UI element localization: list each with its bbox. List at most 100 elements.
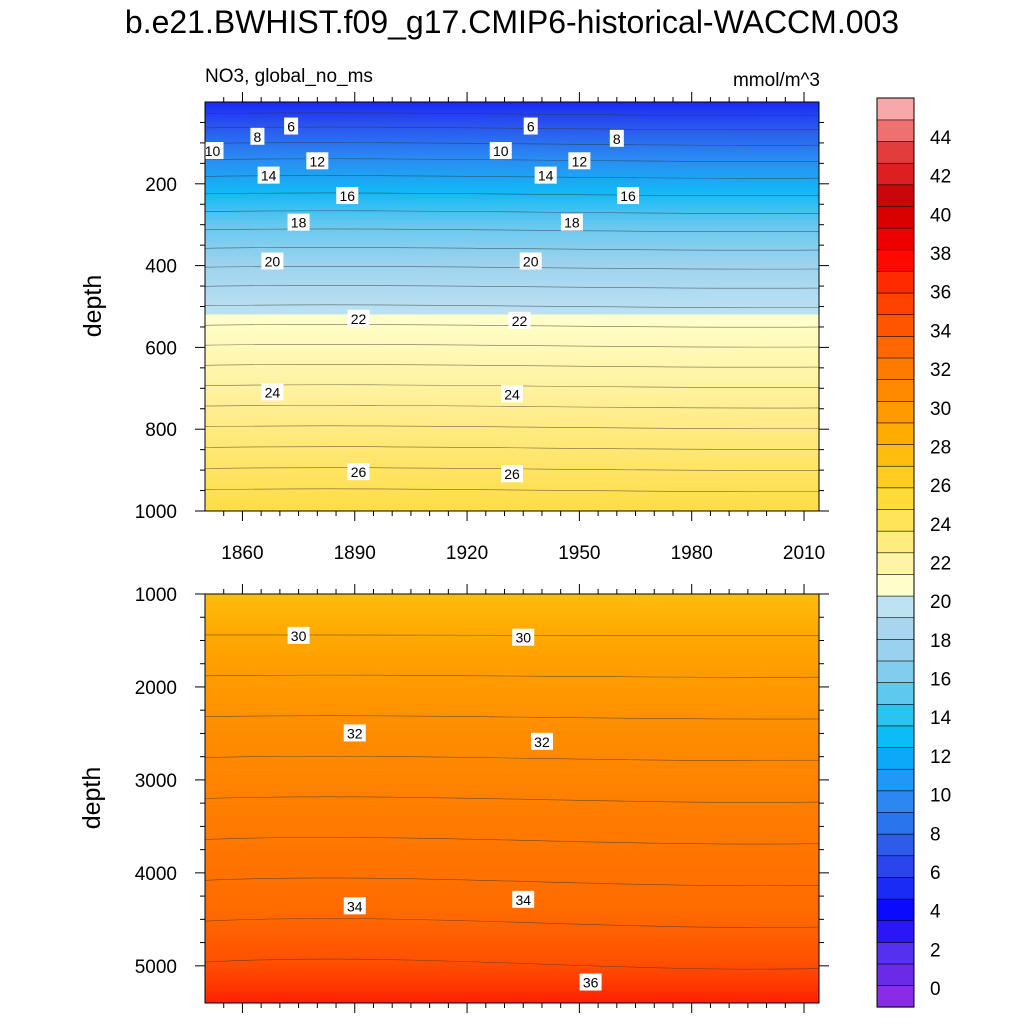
- colorbar-label: 38: [930, 244, 951, 265]
- contour-label-box: [347, 309, 370, 327]
- contour-label-box: [284, 117, 299, 135]
- upper-panel: 6 6 8 8 10 10 12 12 14 14 16 16 18 18 20 20 22 22 24 24 26 26…: [79, 92, 829, 564]
- contour-label: 10: [493, 143, 509, 159]
- contour-label-box: [501, 385, 523, 403]
- contour-label: 8: [254, 129, 262, 145]
- lower-y-axis-label: depth: [78, 767, 106, 830]
- colorbar: 0246810121416182022242628303234363840424…: [876, 97, 952, 1008]
- colorbar-label: 2: [930, 940, 941, 961]
- contour-label: 24: [265, 384, 281, 400]
- colorbar-swatch: [876, 790, 915, 813]
- contour-label: 18: [564, 215, 580, 231]
- colorbar-swatch: [876, 379, 915, 402]
- colorbar-label: 44: [930, 128, 952, 149]
- contour-label-box: [261, 383, 284, 401]
- colorbar-swatch: [876, 400, 915, 424]
- lower-contour-fill: [205, 594, 819, 1003]
- contour-label-box: [501, 465, 523, 483]
- colorbar-swatch: [876, 920, 915, 943]
- colorbar-label: 30: [930, 399, 951, 420]
- colorbar-swatch: [876, 833, 915, 857]
- colorbar-swatch: [876, 876, 915, 900]
- contour-label: 26: [504, 466, 520, 482]
- colorbar-swatch: [876, 270, 915, 294]
- colorbar-label: 10: [930, 786, 951, 807]
- contour-label-box: [617, 187, 640, 205]
- colorbar-swatch: [876, 357, 915, 380]
- lower-contour-labels: 30 30 32 32 34 34 36: [287, 626, 602, 991]
- chart-title: b.e21.BWHIST.f09_g17.CMIP6-historical-WA…: [125, 4, 899, 40]
- contour-line: [204, 112, 820, 116]
- contour-label-box: [347, 463, 370, 481]
- contour-line: [204, 877, 820, 887]
- contour-label: 22: [351, 311, 367, 327]
- contour-label: 12: [310, 153, 326, 169]
- contour-label-box: [489, 142, 512, 160]
- colorbar-swatch: [876, 573, 915, 597]
- contour-line: [204, 158, 820, 162]
- colorbar-label: 6: [930, 863, 941, 884]
- contour-label: 14: [538, 168, 554, 184]
- contour-line: [204, 918, 820, 928]
- colorbar-swatch: [876, 227, 915, 251]
- colorbar-label: 36: [930, 283, 951, 304]
- colorbar-label: 40: [930, 205, 951, 226]
- y-tick-label: 4000: [135, 864, 177, 885]
- y-tick-label: 400: [145, 257, 177, 278]
- colorbar-label: 0: [930, 979, 941, 1000]
- contour-label: 30: [291, 628, 307, 644]
- upper-contour-fill: [205, 102, 819, 511]
- colorbar-label: 42: [930, 167, 951, 188]
- colorbar-frame: [876, 97, 915, 1008]
- contour-line: [204, 364, 820, 368]
- colorbar-label: 8: [930, 824, 941, 845]
- colorbar-label: 18: [930, 631, 951, 652]
- colorbar-swatch: [876, 703, 915, 727]
- contour-label-box: [530, 732, 553, 750]
- colorbar-swatch: [876, 140, 915, 164]
- contour-label: 20: [523, 254, 539, 270]
- colorbar-swatch: [876, 119, 915, 142]
- colorbar-swatch: [876, 508, 915, 532]
- contour-label-box: [257, 166, 280, 184]
- colorbar-swatch: [876, 811, 915, 835]
- contour-line: [204, 958, 820, 970]
- contour-label: 10: [205, 143, 221, 159]
- x-tick-label: 1920: [446, 543, 488, 564]
- contour-label: 34: [347, 898, 363, 914]
- colorbar-swatch: [876, 465, 915, 489]
- x-tick-label: 2010: [783, 543, 825, 564]
- y-tick-label: 2000: [135, 678, 177, 699]
- y-tick-label: 600: [145, 338, 177, 359]
- lower-panel: 30 30 32 32 34 34 36 1000 2000 3000 4000 5000 dept…: [78, 584, 829, 1013]
- contour-label: 30: [515, 630, 531, 646]
- contour-label-box: [508, 311, 531, 329]
- colorbar-label: 16: [930, 670, 951, 691]
- contour-label: 20: [265, 254, 281, 270]
- lower-plot-frame: [204, 593, 820, 1004]
- contour-label: 36: [583, 975, 599, 991]
- contour-line: [204, 755, 820, 762]
- colorbar-label: 4: [930, 902, 941, 923]
- contour-label-box: [568, 152, 591, 170]
- colorbar-swatch: [876, 292, 915, 316]
- colorbar-label: 20: [930, 592, 951, 613]
- contour-line: [204, 488, 820, 492]
- contour-label-box: [343, 897, 366, 915]
- contour-label-box: [512, 890, 535, 908]
- contour-label-box: [343, 724, 366, 742]
- contour-line: [204, 715, 820, 720]
- contour-label: 6: [287, 119, 295, 135]
- colorbar-swatch: [876, 985, 915, 1008]
- colorbar-swatch: [876, 898, 915, 922]
- contour-label: 32: [534, 734, 550, 750]
- contour-label: 18: [291, 215, 307, 231]
- contour-line: [204, 210, 820, 214]
- contour-label-box: [609, 129, 624, 147]
- colorbar-swatch: [876, 941, 915, 965]
- lower-contour-lines: [204, 634, 820, 970]
- y-tick-label: 1000: [135, 502, 177, 523]
- colorbar-swatch: [876, 184, 915, 207]
- colorbar-label: 34: [930, 321, 952, 342]
